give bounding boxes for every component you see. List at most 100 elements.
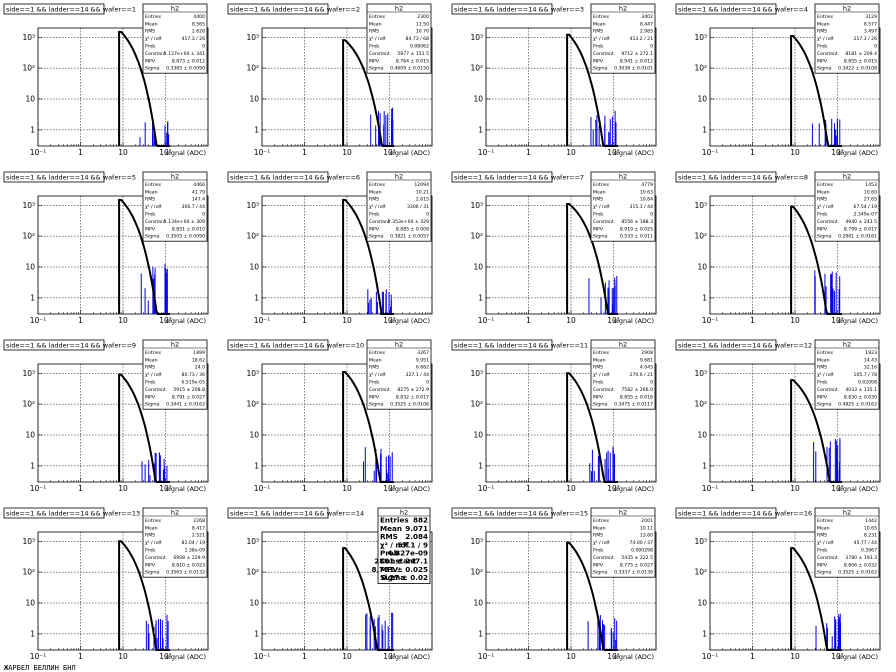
y-tick-label: 10 [249, 599, 259, 608]
panel-title-box: side==1 && ladder==14 && wafer==8 [675, 171, 808, 183]
y-tick-label: 10³ [22, 369, 35, 378]
stat-label: Constant [593, 555, 614, 561]
stat-value: 8556 ± 188.3 [621, 219, 653, 225]
stat-label: Entries [145, 14, 162, 20]
panel-title-box: side==1 && ladder==14 && wafer==15 [451, 507, 588, 519]
x-tick-label: 10 [566, 652, 576, 661]
chart-panel-11: side==1 && ladder==14 && wafer==11 10⁻¹ 1 1… [451, 339, 657, 493]
stat-label: Constant [593, 219, 614, 225]
x-axis-title: signal (ADC) [166, 485, 206, 493]
y-tick-label: 1 [702, 629, 707, 638]
x-tick-label: 10 [566, 484, 576, 493]
panel-title-frame [675, 507, 777, 519]
landau-fit-curve [566, 541, 618, 651]
stat-label: Entries [369, 182, 386, 188]
stats-box: h2 Entries 2908 Mean 9.681 RMS 4.045 χ² / ndf 27… [590, 339, 656, 410]
stat-value: 11.50 [416, 21, 429, 27]
stat-value: 2.349e-07 [854, 212, 878, 218]
panel-title: side==1 && ladder==14 && wafer==7 [454, 174, 584, 182]
x-tick-label: 10⁻¹ [30, 316, 47, 325]
x-axis-title: signal (ADC) [614, 485, 654, 493]
panel-title-frame [451, 3, 553, 15]
stat-label: χ² / ndf [817, 204, 834, 210]
x-tick-label: 10⁻¹ [702, 316, 719, 325]
x-tick-label: 10⁻¹ [30, 148, 47, 157]
landau-fit-curve [118, 30, 170, 147]
stat-label: Entries [817, 350, 834, 356]
stat-label: χ² / ndf [593, 540, 610, 546]
y-tick-label: 1 [254, 293, 259, 302]
panel-title: side==1 && ladder==14 && wafer==16 [678, 510, 812, 518]
stat-value: 1923 [865, 350, 877, 356]
stat-value: 0.2981 ± 0.0161 [838, 234, 877, 240]
y-tick-label: 10³ [470, 33, 483, 42]
x-axis-title: signal (ADC) [390, 317, 430, 325]
x-tick-label: 10⁻¹ [478, 316, 495, 325]
stat-label: Mean [380, 524, 402, 533]
stats-title: h2 [171, 341, 179, 349]
panel-title-frame [451, 171, 553, 183]
landau-fit-curve [342, 39, 394, 147]
y-tick-label: 1 [30, 293, 35, 302]
chart-panel-8: side==1 && ladder==14 && wafer==810⁻¹ 1 10… [675, 171, 881, 325]
stat-label: Mean [817, 21, 830, 27]
stat-label: Mean [817, 189, 830, 195]
stats-frame [814, 507, 880, 578]
x-tick-label: 1 [526, 316, 531, 325]
stats-title: h2 [395, 341, 403, 349]
stat-value: 417.3 / 26 [182, 36, 206, 42]
y-tick-label: 10³ [22, 537, 35, 546]
y-tick-label: 10³ [246, 537, 259, 546]
histogram-series [342, 198, 394, 315]
stat-value: 2801 ± 247.1 [374, 557, 428, 566]
x-axis-title: signal (ADC) [838, 653, 878, 661]
x-tick-label: 10 [118, 484, 128, 493]
stat-label: Constant [145, 219, 166, 225]
chart-panel-6: side==1 && ladder==14 && wafer==610⁻¹ 1 10… [227, 171, 433, 325]
x-tick-label: 1 [750, 652, 755, 661]
stat-label: RMS [817, 29, 827, 35]
stat-label: RMS [369, 365, 379, 371]
stat-value: 67.54 / 19 [854, 204, 878, 210]
panel-title-frame [675, 171, 777, 183]
stat-label: Mean [145, 189, 158, 195]
chart-panel-13: side==1 && ladder==14 && wafer==13 10⁻¹ 1 1… [3, 507, 209, 661]
stat-value: 217.3 / 26 [854, 36, 878, 42]
stat-value: 0.3967 [861, 548, 877, 554]
stats-frame [590, 339, 656, 410]
panel-title: side==1 && ladder==14 && wafer==4 [678, 6, 808, 14]
y-tick-label: 1 [702, 461, 707, 470]
landau-fit-curve [118, 540, 170, 651]
stat-value: 1442 [865, 518, 877, 524]
y-tick-label: 10² [470, 64, 483, 73]
stat-value: 8.810 ± 0.023 [172, 562, 205, 568]
stat-value: 0 [650, 380, 653, 386]
stat-label: Sigma [145, 570, 160, 576]
stat-label: Mean [593, 21, 606, 27]
x-tick-label: 10² [159, 316, 172, 325]
x-tick-label: 10² [383, 148, 396, 157]
y-tick-label: 10³ [22, 33, 35, 42]
stat-value: 8.851 ± 0.010 [172, 226, 205, 232]
stat-label: Entries [817, 518, 834, 524]
panel-title-frame [3, 3, 105, 15]
x-axis-title: signal (ADC) [166, 317, 206, 325]
stat-value: 10.60 [864, 189, 877, 195]
x-axis-title: signal (ADC) [614, 317, 654, 325]
stat-label: Prob [817, 548, 827, 554]
panel-title-frame [675, 3, 777, 15]
stats-box: h2 Entries 1899 Mean 18.62 RMS 24.0 χ² / ndf 80.… [142, 339, 208, 410]
stat-value: 306.7 / 44 [182, 204, 206, 210]
x-tick-label: 10 [790, 316, 800, 325]
stats-box: h2 Entries 4466 Mean 41.79 RMS 147.4 χ² / ndf 30… [142, 171, 208, 242]
stat-value: 0 [426, 380, 429, 386]
y-tick-label: 10 [697, 599, 707, 608]
landau-fit-curve [118, 373, 170, 483]
stat-label: MPV [593, 562, 604, 568]
stat-value: 14.43 [864, 357, 877, 363]
y-tick-label: 10² [470, 400, 483, 409]
stat-label: Entries [145, 518, 162, 524]
stat-value: 2268 [193, 518, 205, 524]
stat-label: Constant [369, 51, 390, 57]
stats-box: h2 Entries 3267 Mean 9.951 RMS 6.682 χ² / ndf 32… [366, 339, 432, 410]
